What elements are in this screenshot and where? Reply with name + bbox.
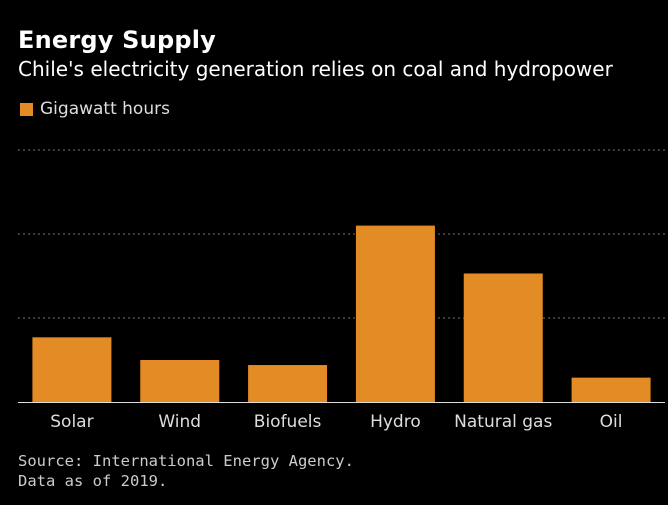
gridlines bbox=[18, 149, 665, 319]
bar-solar bbox=[32, 337, 112, 402]
x-tick-label: Wind bbox=[158, 412, 201, 432]
bar-biofuels bbox=[248, 365, 328, 402]
data-date-line: Data as of 2019. bbox=[18, 472, 168, 490]
legend: Gigawatt hours bbox=[20, 99, 170, 119]
x-axis: Solar Wind Biofuels Hydro Natural gas Oil bbox=[18, 402, 665, 432]
bar-hydro bbox=[355, 225, 435, 402]
legend-swatch bbox=[20, 102, 33, 116]
source-note: Source: International Energy Agency. Dat… bbox=[18, 451, 354, 491]
chart-subtitle: Chile's electricity generation relies on… bbox=[18, 57, 613, 81]
x-tick-label: Oil bbox=[600, 412, 623, 432]
legend-label: Gigawatt hours bbox=[40, 99, 170, 119]
bar-natural-gas bbox=[463, 273, 543, 402]
bars bbox=[32, 225, 651, 402]
source-line: Source: International Energy Agency. bbox=[18, 452, 354, 470]
x-tick-label: Natural gas bbox=[454, 412, 552, 432]
x-tick-label: Solar bbox=[50, 412, 93, 432]
x-tick-label: Biofuels bbox=[254, 412, 322, 432]
bar-wind bbox=[140, 360, 220, 402]
bar-oil bbox=[571, 377, 651, 402]
chart-title: Energy Supply bbox=[18, 26, 216, 54]
x-tick-label: Hydro bbox=[370, 412, 421, 432]
